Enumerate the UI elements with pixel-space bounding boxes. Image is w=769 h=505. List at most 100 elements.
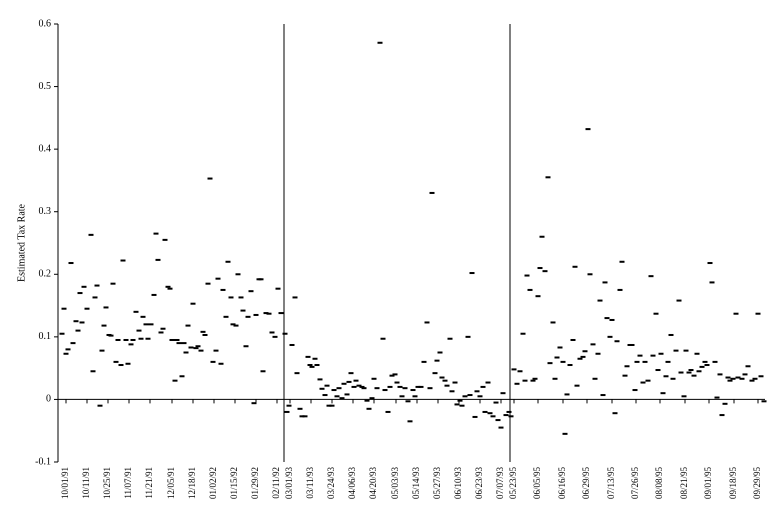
point [477,395,483,398]
point [377,41,383,44]
point [653,312,659,315]
point [153,232,159,235]
point [118,364,124,367]
point [387,385,393,388]
point [439,376,445,379]
point [263,312,269,315]
point [735,376,741,379]
point [421,360,427,363]
point [699,365,705,368]
point [634,360,640,363]
point [609,318,615,321]
point [424,321,430,324]
point [336,387,342,390]
y-tick-label: 0.4 [39,143,52,154]
point [745,365,751,368]
point [115,338,121,341]
y-tick-label: 0.2 [39,269,52,280]
point [655,369,661,372]
x-tick-label: 06/16/95 [557,467,567,500]
point [392,373,398,376]
point [88,233,94,236]
x-tick-label: 06/10/93 [453,467,463,500]
point [223,315,229,318]
point [712,360,718,363]
point [188,346,194,349]
point [97,404,103,407]
x-tick-label: 10/01/91 [60,467,70,499]
x-tick-label: 09/29/95 [752,467,762,500]
point [547,362,553,365]
point [275,287,281,290]
point [380,337,386,340]
point [709,281,715,284]
point [195,345,201,348]
point [434,359,440,362]
point [542,270,548,273]
point [749,379,755,382]
point [314,364,320,367]
point [272,335,278,338]
point [415,385,421,388]
point [462,395,468,398]
point [172,379,178,382]
x-tick-label: 04/06/93 [347,467,357,500]
point [730,377,736,380]
x-tick-label: 12/05/91 [166,467,176,499]
point [535,295,541,298]
point [600,394,606,397]
x-tick-label: 03/24/93 [326,467,336,500]
point [120,259,126,262]
point [714,396,720,399]
point [382,389,388,392]
point [645,379,651,382]
point [663,375,669,378]
point [75,329,81,332]
point [564,393,570,396]
point [550,321,556,324]
point [467,394,473,397]
point [508,415,514,418]
point [673,349,679,352]
point [228,296,234,299]
point [704,364,710,367]
point [155,258,161,261]
point [165,285,171,288]
point [130,338,136,341]
point [500,392,506,395]
point [202,333,208,336]
point [619,260,625,263]
point [761,400,767,403]
point [665,360,671,363]
point [233,324,239,327]
point [158,331,164,334]
point [92,296,98,299]
point [429,191,435,194]
point [366,407,372,410]
point [205,282,211,285]
x-tick-label: 06/05/95 [532,467,542,500]
point [412,395,418,398]
point [364,399,370,402]
point [103,306,109,309]
x-tick-label: 01/15/92 [229,467,239,499]
point [562,432,568,435]
point [503,414,509,417]
point [437,351,443,354]
point [602,281,608,284]
x-tick-label: 04/20/93 [368,467,378,500]
x-tick-label: 03/01/93 [284,467,294,500]
point [297,407,303,410]
point [480,385,486,388]
point [678,371,684,374]
point [469,272,475,275]
point [407,420,413,423]
point [210,360,216,363]
point [225,260,231,263]
x-tick-label: 07/07/93 [495,467,505,500]
point [61,307,67,310]
point [418,385,424,388]
point [385,410,391,413]
point [213,349,219,352]
